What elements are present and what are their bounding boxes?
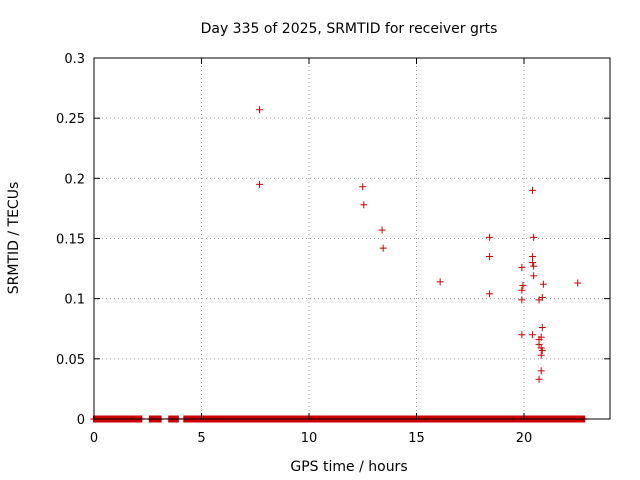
data-point xyxy=(537,367,545,375)
data-point xyxy=(539,280,547,288)
data-point xyxy=(359,183,367,191)
data-point xyxy=(529,259,537,267)
data-point xyxy=(538,324,546,332)
data-point xyxy=(538,346,546,354)
data-points xyxy=(256,106,582,383)
data-point xyxy=(378,226,386,234)
data-point xyxy=(486,290,494,298)
y-tick-label: 0.1 xyxy=(64,293,85,308)
data-point xyxy=(436,278,444,286)
y-axis-title: SRMTID / TECUs xyxy=(6,182,22,295)
y-tick-label: 0.3 xyxy=(64,52,85,67)
data-point xyxy=(530,272,538,280)
data-point xyxy=(360,201,368,209)
data-point xyxy=(529,186,537,194)
data-point xyxy=(538,293,546,301)
data-point xyxy=(256,180,264,188)
data-point xyxy=(518,296,526,304)
data-point xyxy=(537,333,545,341)
y-tick-label: 0.05 xyxy=(56,353,85,368)
y-tick-label: 0.15 xyxy=(56,233,85,248)
data-point xyxy=(519,281,527,289)
data-point xyxy=(535,375,543,383)
data-point xyxy=(530,233,538,241)
data-point xyxy=(486,233,494,241)
data-point xyxy=(486,253,494,261)
plot-frame xyxy=(93,57,611,420)
data-point xyxy=(529,331,537,339)
x-axis-title: GPS time / hours xyxy=(290,459,407,475)
chart-title: Day 335 of 2025, SRMTID for receiver grt… xyxy=(201,21,498,37)
data-point xyxy=(256,106,264,114)
data-point xyxy=(537,351,545,359)
axis-ticks: 0 0.05 0.1 0.15 0.2 0.25 0.3 0 5 10 15 20 xyxy=(56,52,610,446)
x-tick-label: 15 xyxy=(408,431,425,446)
data-point xyxy=(574,279,582,287)
x-tick-label: 0 xyxy=(90,431,98,446)
data-point xyxy=(535,340,543,348)
data-point xyxy=(518,331,526,339)
x-tick-label: 5 xyxy=(197,431,205,446)
data-point xyxy=(529,253,537,261)
x-tick-label: 10 xyxy=(301,431,318,446)
x-tick-label: 20 xyxy=(516,431,533,446)
y-tick-label: 0 xyxy=(77,413,85,428)
data-point xyxy=(379,244,387,252)
y-tick-label: 0.25 xyxy=(56,112,85,127)
data-point xyxy=(518,263,526,271)
y-tick-label: 0.2 xyxy=(64,172,85,187)
gridlines xyxy=(94,58,610,419)
data-point xyxy=(530,262,538,270)
data-point xyxy=(518,286,526,294)
